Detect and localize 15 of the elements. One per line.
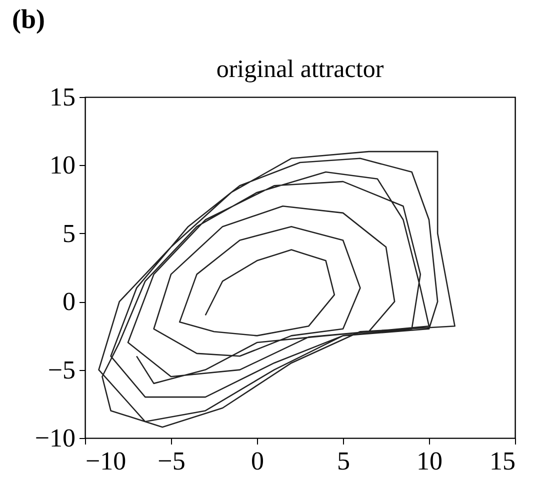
y-tick-label: 15 [50,82,76,112]
y-tick-label: 10 [50,150,76,180]
y-tick-label: −5 [48,355,76,384]
y-tick-label: −10 [34,424,76,452]
x-tick-label: 0 [251,446,264,476]
y-tick-label: 5 [62,218,76,248]
text: (b) [12,4,45,35]
chart-title: original attractor [216,56,384,83]
y-tick-label: 0 [62,287,76,316]
x-tick-label: 10 [416,446,442,476]
x-tick-label: 15 [490,446,516,476]
line-series [98,150,456,428]
x-tick-label: 5 [337,446,350,476]
x-tick-label: −10 [86,446,126,476]
x-tick-label: −5 [158,446,186,476]
